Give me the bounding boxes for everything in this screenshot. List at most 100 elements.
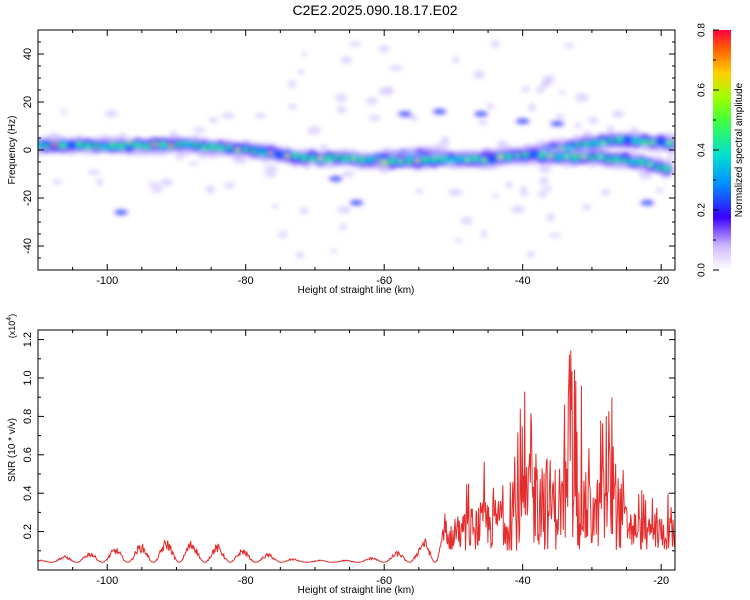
- heatmap-speckle: [454, 238, 463, 244]
- heatmap-ridge-blob: [446, 157, 455, 164]
- heatmap-ridge-blob: [41, 139, 52, 149]
- heatmap-ridge-blob: [100, 143, 109, 151]
- heatmap-ridge-blob: [358, 157, 366, 162]
- colorbar-tick-label: 0.2: [697, 203, 708, 217]
- heatmap-isolated-core: [477, 112, 486, 116]
- heatmap-ridge-blob: [92, 143, 100, 149]
- snr-y-axis: 0.2 0.4 0.6 0.8 1.0 1.2: [22, 332, 675, 552]
- heatmap-speckle: [150, 186, 164, 193]
- snr-scale-label: (x104): [6, 314, 17, 338]
- heatmap-ridge-blob: [439, 157, 446, 163]
- heatmap-speckle: [526, 251, 536, 258]
- heatmap-speckle: [301, 51, 308, 57]
- colorbar-tick-label: 0.4: [697, 143, 708, 157]
- heatmap-ridge-blob: [134, 143, 141, 148]
- heatmap-ridge-blob: [555, 153, 563, 161]
- snr-panel: -100 -80 -60 -40 -20 0.2 0.4 0.6 0.8 1.0 1.2 Heig…: [6, 314, 676, 596]
- heatmap-speckle: [486, 103, 495, 110]
- heatmap-speckle: [378, 87, 392, 96]
- y-tick-label: 40: [22, 48, 34, 60]
- heatmap-speckle: [546, 212, 555, 222]
- heatmap-ridge-blob: [575, 142, 581, 147]
- snr-frame: [37, 329, 676, 571]
- heatmap-hotspot: [284, 153, 290, 157]
- heatmap-blobs: [38, 40, 675, 259]
- heatmap-isolated-core: [117, 210, 126, 215]
- x-tick-label: -20: [653, 275, 669, 287]
- heatmap-ridge-blob: [183, 140, 192, 147]
- heatmap-hotspot: [398, 159, 404, 163]
- heatmap-ridge-blob: [159, 142, 166, 147]
- heatmap-hotspot: [481, 158, 487, 162]
- y-tick-label: 20: [22, 96, 34, 108]
- heatmap-speckle: [655, 187, 665, 193]
- y-tick-label: -20: [22, 190, 34, 206]
- x-tick-label: -80: [238, 575, 254, 587]
- heatmap-speckle: [307, 126, 321, 135]
- heatmap-speckle: [254, 113, 267, 119]
- heatmap-hotspot: [168, 143, 174, 147]
- y-tick-label: -40: [22, 238, 34, 254]
- heatmap-speckle: [175, 152, 185, 160]
- heatmap-ridge-blob: [85, 143, 91, 148]
- heatmap-ridge-blob: [300, 156, 307, 161]
- heatmap-speckle: [490, 40, 501, 48]
- heatmap-speckle: [263, 172, 277, 178]
- heatmap-ridge-blob: [325, 155, 332, 160]
- heatmap-speckle: [496, 140, 509, 148]
- heatmap-ridge-blob: [201, 145, 207, 150]
- spectrogram-y-axis: -40 -20 0 20 40: [22, 29, 675, 271]
- heatmap-speckle: [667, 154, 674, 163]
- heatmap-speckle: [147, 181, 161, 187]
- heatmap-hotspot: [647, 162, 653, 167]
- spectrogram-x-axis: -100 -80 -60 -40 -20: [37, 30, 669, 287]
- heatmap-speckle: [366, 97, 378, 105]
- heatmap-speckle: [288, 103, 298, 110]
- heatmap-speckle: [87, 169, 100, 175]
- colorbar-label: Normalized spectral amplitude: [734, 82, 745, 217]
- heatmap-ridge-blob: [342, 155, 349, 160]
- colorbar-ticks: 0.0 0.2 0.4 0.6 0.8: [697, 23, 719, 277]
- spectrogram-x-label: Height of straight line (km): [298, 285, 415, 296]
- heatmap-ridge-blob: [143, 144, 149, 150]
- heatmap-hotspot: [234, 147, 241, 151]
- heatmap-ridge-blob: [572, 153, 579, 159]
- heatmap-ridge-blob: [333, 155, 341, 160]
- heatmap-speckle: [188, 161, 199, 166]
- heatmap-isolated-core: [352, 201, 361, 205]
- snr-series-line: [38, 350, 675, 563]
- heatmap-hotspot: [414, 158, 421, 163]
- heatmap-ridge-blob: [521, 152, 529, 157]
- heatmap-speckle: [208, 117, 219, 124]
- heatmap-speckle: [338, 223, 348, 231]
- heatmap-speckle: [505, 181, 513, 189]
- heatmap-hotspot: [268, 151, 274, 155]
- x-tick-label: -20: [653, 575, 669, 587]
- y-tick-label: 0.2: [22, 524, 34, 539]
- heatmap-speckle: [104, 109, 118, 118]
- heatmap-ridge-blob: [614, 158, 620, 163]
- heatmap-isolated-core: [331, 177, 340, 181]
- heatmap-ridge-blob: [640, 139, 649, 145]
- heatmap-ridge-blob: [258, 150, 267, 157]
- heatmap-hotspot: [497, 156, 504, 160]
- heatmap-ridge-blob: [59, 144, 67, 149]
- heatmap-isolated-core: [553, 121, 562, 126]
- heatmap-speckle: [319, 144, 328, 151]
- heatmap-isolated-core: [400, 112, 409, 116]
- heatmap-speckle: [548, 232, 562, 238]
- heatmap-ridge-blob: [472, 155, 479, 161]
- heatmap-speckle: [223, 182, 236, 189]
- heatmap-ridge-blob: [273, 150, 285, 160]
- heatmap-ridge-blob: [655, 165, 662, 170]
- heatmap-speckle: [264, 164, 278, 174]
- heatmap-speckle: [491, 193, 499, 199]
- heatmap-ridge-blob: [538, 152, 546, 157]
- heatmap-speckle: [600, 188, 611, 196]
- heatmap-speckle: [460, 216, 473, 225]
- colorbar-tick-label: 0.8: [697, 23, 708, 37]
- heatmap-ridge-blob: [389, 159, 396, 164]
- heatmap-ridge-blob: [218, 144, 224, 150]
- heatmap-ridge-blob: [622, 134, 634, 144]
